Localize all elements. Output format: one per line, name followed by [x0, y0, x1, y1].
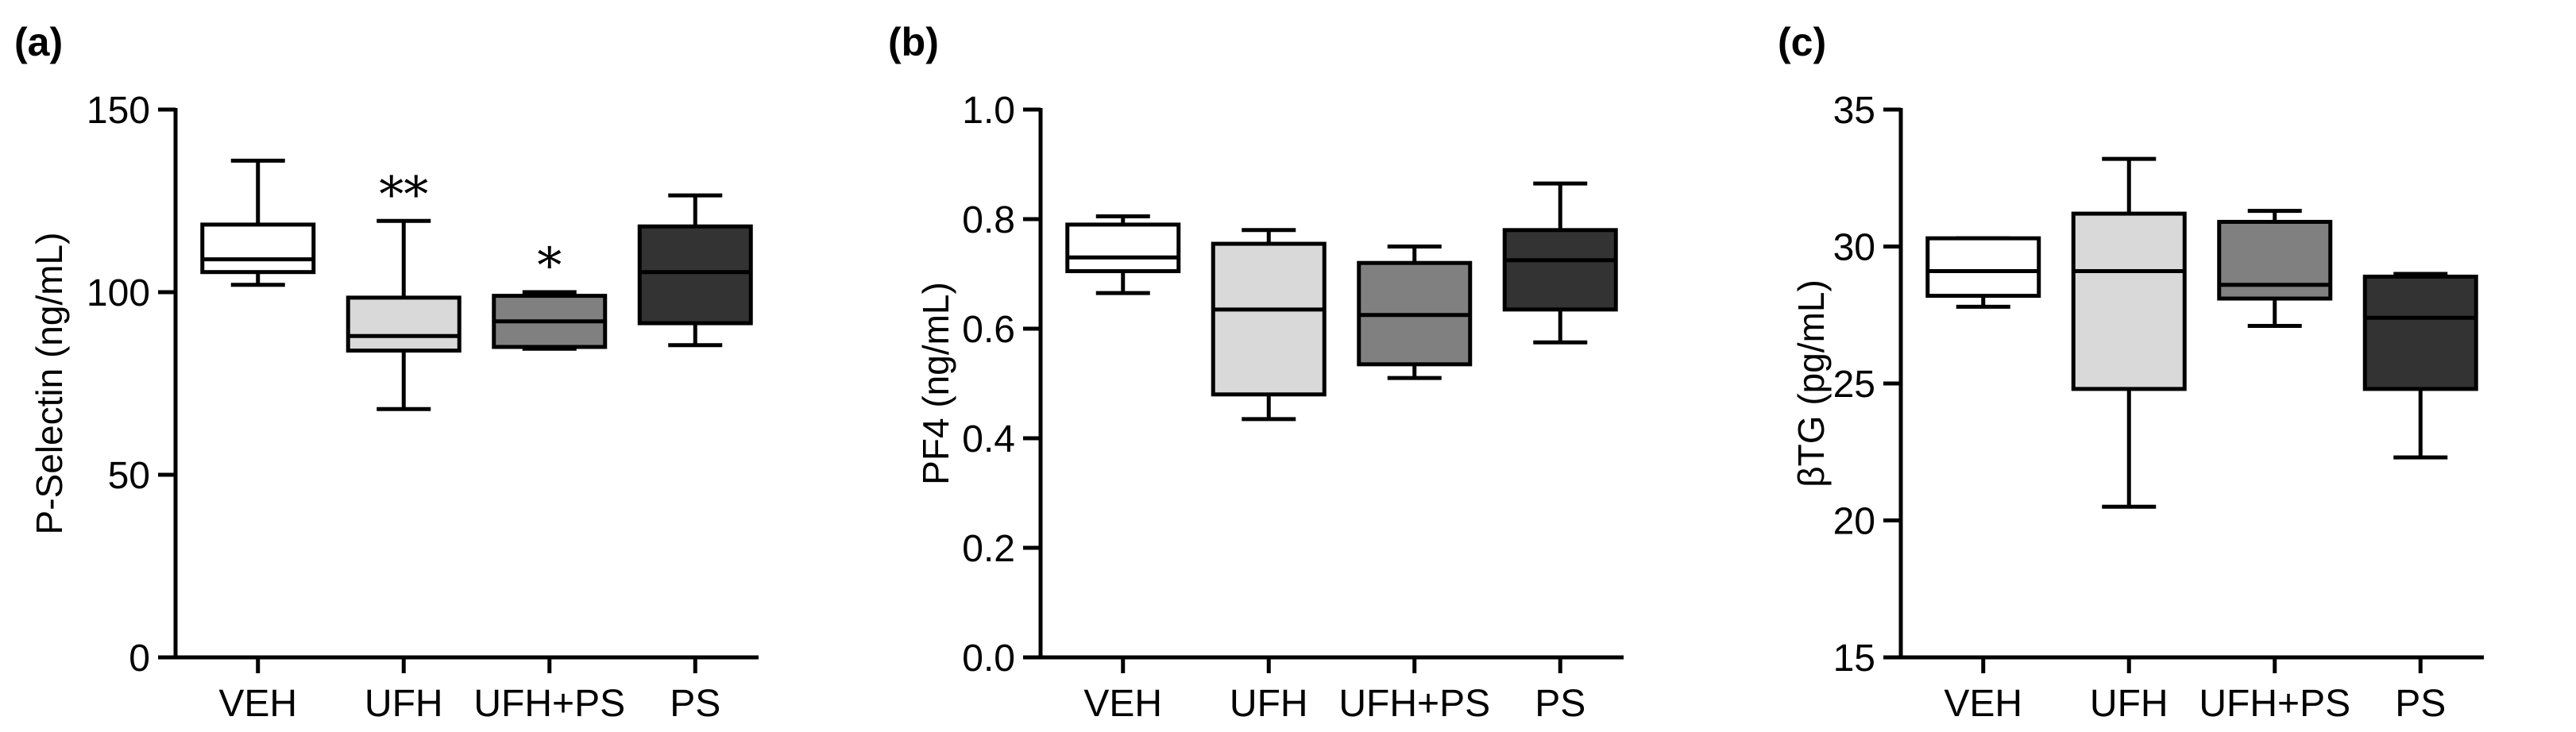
- box-veh: [200, 222, 316, 275]
- x-tick-label: UFH: [2090, 683, 2169, 725]
- significance-marker: **: [379, 165, 428, 223]
- x-tick-label: UFH: [365, 683, 443, 725]
- y-axis-label: P-Selectin (ng/mL): [29, 233, 70, 535]
- box-ufh: [346, 295, 462, 353]
- box-veh: [1065, 222, 1181, 274]
- chart-panel-2: (b) PF4 (ng/mL) 0.0 0.2 0.4 0.6 0.8 1.0 VEH UFH UF…: [888, 20, 1624, 725]
- y-tick-label: 30: [1833, 227, 1875, 269]
- x-tick-label: PS: [670, 683, 720, 725]
- y-tick-label: 0.4: [962, 418, 1015, 460]
- box-ps: [637, 224, 753, 326]
- box-veh: [1925, 236, 2041, 299]
- box-ufh-ps: [2217, 219, 2333, 301]
- x-tick-label: UFH: [1230, 683, 1308, 725]
- x-tick-label: PS: [1535, 683, 1585, 725]
- y-tick-label: 0.2: [962, 528, 1015, 570]
- x-tick-label: UFH+PS: [473, 683, 625, 725]
- y-tick-label: 1.0: [962, 90, 1015, 132]
- chart-panel-1: (a) P-Selectin (ng/mL) 0 50 100 150 VEH UFH ** UF…: [14, 20, 759, 725]
- y-tick-label: 0.6: [962, 309, 1015, 351]
- x-tick-label: UFH+PS: [2199, 683, 2350, 725]
- panel-label: (a): [14, 20, 63, 64]
- y-tick-label: 150: [87, 90, 150, 132]
- chart-panel-3: (c) βTG (pg/mL) 15 20 25 30 35 VEH UFH UFH+PS PS: [1778, 20, 2484, 725]
- y-axis-label: PF4 (ng/mL): [915, 282, 956, 485]
- x-tick-label: UFH+PS: [1338, 683, 1490, 725]
- x-tick-label: VEH: [218, 683, 297, 725]
- box-ufh: [1211, 241, 1327, 397]
- x-tick-label: VEH: [1944, 683, 2022, 725]
- box-ps: [2362, 274, 2478, 391]
- x-tick-label: PS: [2395, 683, 2446, 725]
- box-ps: [1502, 228, 1618, 312]
- y-tick-label: 20: [1833, 501, 1875, 543]
- panel-label: (b): [888, 20, 939, 64]
- y-tick-label: 50: [108, 455, 150, 497]
- y-axis-label: βTG (pg/mL): [1790, 279, 1832, 487]
- y-tick-label: 0: [129, 638, 150, 680]
- y-tick-label: 15: [1833, 638, 1875, 680]
- y-tick-label: 0.8: [962, 199, 1015, 241]
- panel-label: (c): [1778, 20, 1826, 64]
- x-tick-label: VEH: [1083, 683, 1162, 725]
- y-tick-label: 35: [1833, 90, 1875, 132]
- box-ufh: [2071, 211, 2187, 391]
- y-tick-label: 0.0: [962, 638, 1015, 680]
- y-tick-label: 25: [1833, 364, 1875, 406]
- y-tick-label: 100: [87, 272, 150, 314]
- significance-marker: *: [537, 237, 562, 295]
